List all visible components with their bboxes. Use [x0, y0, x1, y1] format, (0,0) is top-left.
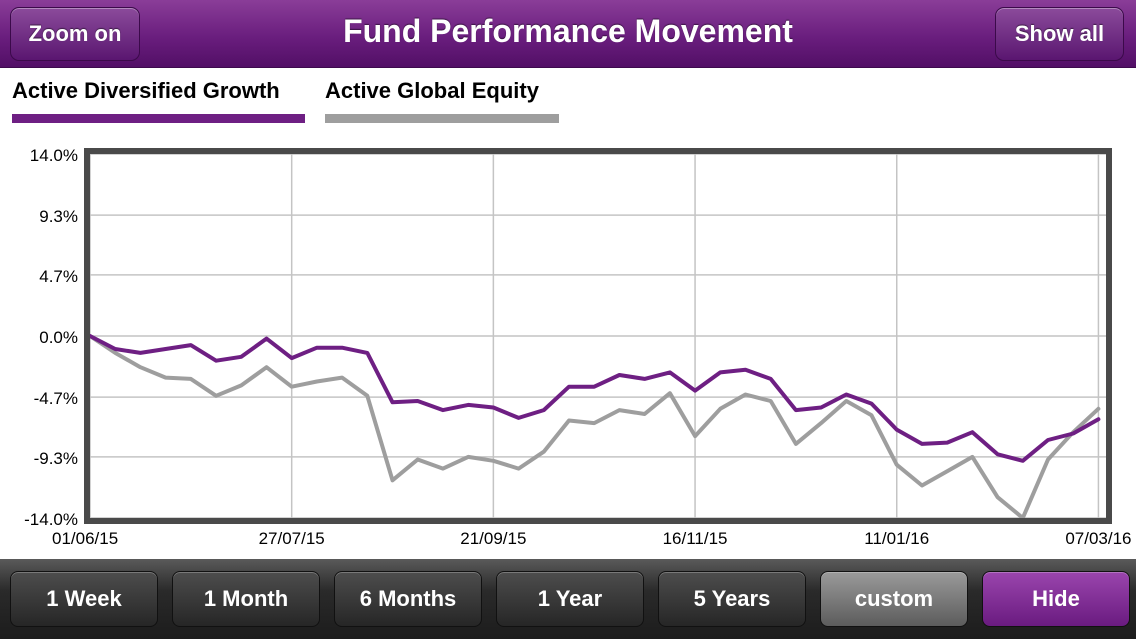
x-tick-label: 27/07/15: [259, 529, 325, 548]
hide-button[interactable]: Hide: [982, 571, 1130, 627]
period-1-month-button[interactable]: 1 Month: [172, 571, 320, 627]
x-tick-label: 07/03/16: [1065, 529, 1131, 548]
legend-swatch: [12, 114, 305, 123]
x-tick-label: 01/06/15: [52, 529, 118, 548]
y-tick-label: 0.0%: [39, 328, 78, 347]
plot-frame: [84, 148, 1112, 524]
legend-item-diversified-growth[interactable]: Active Diversified Growth: [12, 78, 305, 123]
x-tick-label: 21/09/15: [460, 529, 526, 548]
page-title: Fund Performance Movement: [343, 13, 793, 49]
period-1-year-button[interactable]: 1 Year: [496, 571, 644, 627]
y-tick-label: 9.3%: [39, 207, 78, 226]
legend-label: Active Diversified Growth: [12, 78, 280, 103]
y-tick-label: -4.7%: [34, 389, 78, 408]
y-tick-label: 14.0%: [30, 146, 78, 165]
period-1-week-button[interactable]: 1 Week: [10, 571, 158, 627]
period-5-years-button[interactable]: 5 Years: [658, 571, 806, 627]
x-tick-label: 11/01/16: [864, 529, 929, 548]
show-all-button[interactable]: Show all: [995, 7, 1124, 61]
legend-swatch: [325, 114, 559, 123]
x-tick-label: 16/11/15: [663, 529, 728, 548]
y-tick-label: 4.7%: [39, 267, 78, 286]
header-bar: Fund Performance Movement Zoom on Show a…: [0, 0, 1136, 68]
series-line-global-equity[interactable]: [88, 334, 1101, 520]
series-line-diversified-growth[interactable]: [88, 334, 1101, 463]
y-tick-label: -9.3%: [34, 449, 78, 468]
period-6-months-button[interactable]: 6 Months: [334, 571, 482, 627]
legend-item-global-equity[interactable]: Active Global Equity: [325, 78, 559, 123]
y-tick-label: -14.0%: [24, 510, 78, 529]
zoom-on-button[interactable]: Zoom on: [10, 7, 140, 61]
legend-label: Active Global Equity: [325, 78, 539, 103]
performance-line-chart[interactable]: 14.0% 9.3% 4.7% 0.0% -4.7% -9.3% -14.0%01/06/1…: [0, 135, 1136, 559]
period-custom-button[interactable]: custom: [820, 571, 968, 627]
period-toolbar: 1 Week 1 Month 6 Months 1 Year 5 Years c…: [0, 559, 1136, 639]
